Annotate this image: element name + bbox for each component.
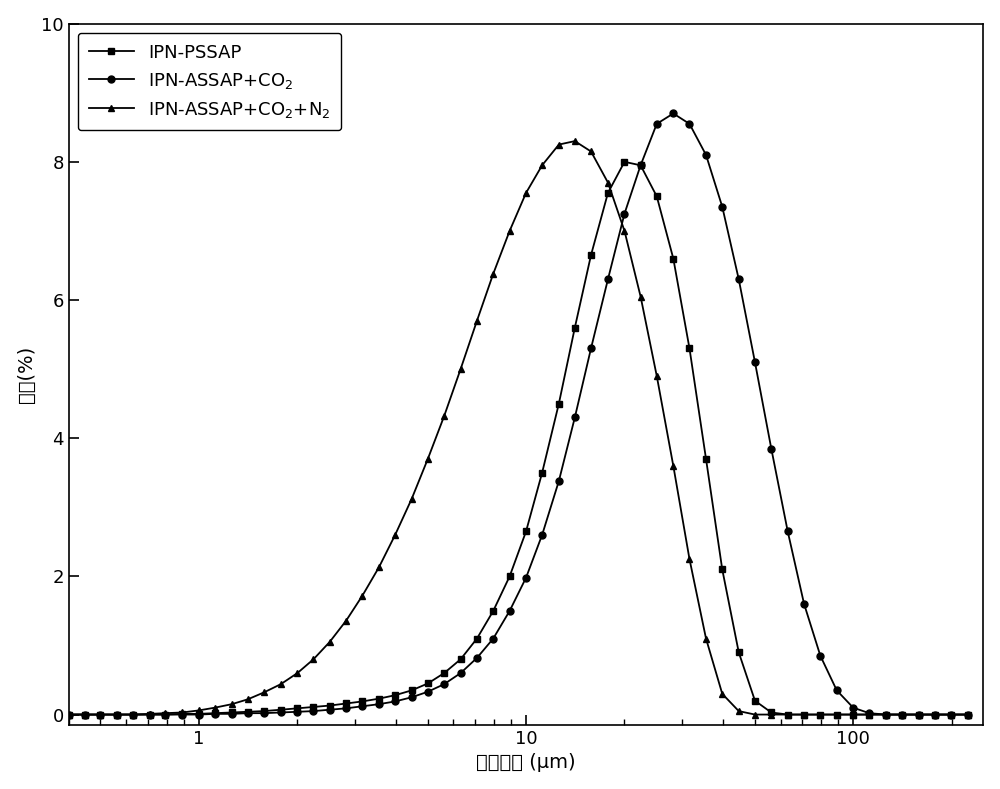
Y-axis label: 占比(%): 占比(%) [17,346,36,403]
Legend: IPN-PSSAP, IPN-ASSAP+CO$_2$, IPN-ASSAP+CO$_2$+N$_2$: IPN-PSSAP, IPN-ASSAP+CO$_2$, IPN-ASSAP+C… [78,32,341,130]
IPN-PSSAP [569,323,581,332]
IPN-ASSAP+CO₂+N₂ [585,147,597,156]
IPN-ASSAP+CO₂ [962,710,974,720]
IPN-ASSAP+CO₂+N₂ [569,136,581,146]
IPN-PSSAP [962,710,974,720]
IPN-ASSAP+CO₂ [651,119,663,129]
IPN-ASSAP+CO₂ [63,710,75,720]
IPN-PSSAP [667,254,679,264]
IPN-ASSAP+CO₂+N₂ [389,530,401,540]
IPN-PSSAP [389,690,401,700]
IPN-ASSAP+CO₂ [667,109,679,118]
IPN-ASSAP+CO₂ [79,710,91,720]
IPN-ASSAP+CO₂ [765,444,777,454]
X-axis label: 额粒尺寸 (μm): 额粒尺寸 (μm) [476,753,576,772]
IPN-PSSAP [79,710,91,720]
IPN-ASSAP+CO₂+N₂ [667,461,679,470]
IPN-ASSAP+CO₂+N₂ [79,710,91,720]
IPN-PSSAP [635,161,647,170]
Line: IPN-PSSAP: IPN-PSSAP [65,159,971,718]
Line: IPN-ASSAP+CO₂+N₂: IPN-ASSAP+CO₂+N₂ [65,137,971,718]
IPN-ASSAP+CO₂ [569,413,581,422]
IPN-PSSAP [765,708,777,717]
IPN-PSSAP [63,710,75,720]
IPN-ASSAP+CO₂+N₂ [962,710,974,720]
Line: IPN-ASSAP+CO₂: IPN-ASSAP+CO₂ [65,110,971,718]
IPN-PSSAP [618,157,630,166]
IPN-ASSAP+CO₂ [618,209,630,219]
IPN-ASSAP+CO₂+N₂ [63,710,75,720]
IPN-ASSAP+CO₂+N₂ [635,292,647,301]
IPN-ASSAP+CO₂+N₂ [765,710,777,720]
IPN-ASSAP+CO₂ [389,697,401,706]
